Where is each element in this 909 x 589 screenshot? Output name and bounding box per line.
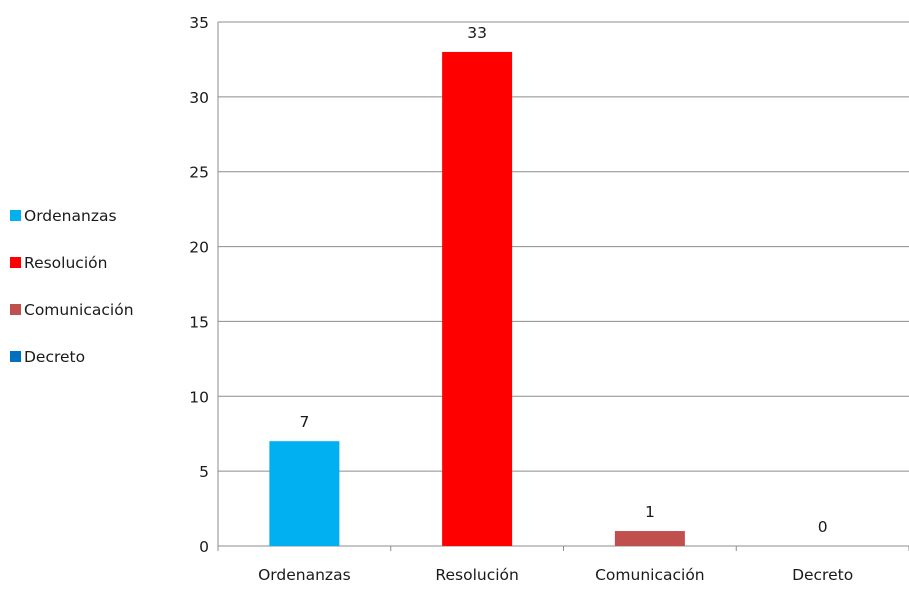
x-tick-label-comunicacion: Comunicación [595,566,705,584]
legend-item-decreto: Decreto [10,333,134,380]
legend-swatch-resolucion [10,257,21,268]
data-label-decreto: 0 [818,518,828,536]
x-tick-label-ordenanzas: Ordenanzas [258,566,351,584]
data-label-resolucion: 33 [467,24,487,42]
data-label-ordenanzas: 7 [299,413,309,431]
data-label-comunicacion: 1 [645,503,655,521]
chart-legend: Ordenanzas Resolución Comunicación Decre… [10,192,134,380]
legend-label-decreto: Decreto [24,347,86,366]
y-tick-label-10: 10 [189,388,209,406]
legend-item-resolucion: Resolución [10,239,134,286]
y-tick-label-20: 20 [189,239,209,257]
bar-resolucion [442,51,513,546]
legend-label-resolucion: Resolución [24,253,108,272]
legend-item-ordenanzas: Ordenanzas [10,192,134,239]
bar-ordenanzas [269,441,340,546]
legend-label-comunicacion: Comunicación [24,300,134,319]
legend-item-comunicacion: Comunicación [10,286,134,333]
bar-comunicacion [614,531,685,546]
legend-swatch-decreto [10,351,21,362]
legend-label-ordenanzas: Ordenanzas [24,206,117,225]
y-tick-label-5: 5 [199,463,209,481]
legend-swatch-comunicacion [10,304,21,315]
y-tick-label-15: 15 [189,313,209,331]
x-tick-label-decreto: Decreto [792,566,853,584]
y-tick-label-25: 25 [189,164,209,182]
y-tick-label-35: 35 [189,14,209,32]
y-tick-label-30: 30 [189,89,209,107]
x-tick-label-resolucion: Resolución [435,566,518,584]
legend-swatch-ordenanzas [10,210,21,221]
y-tick-label-0: 0 [199,538,209,556]
